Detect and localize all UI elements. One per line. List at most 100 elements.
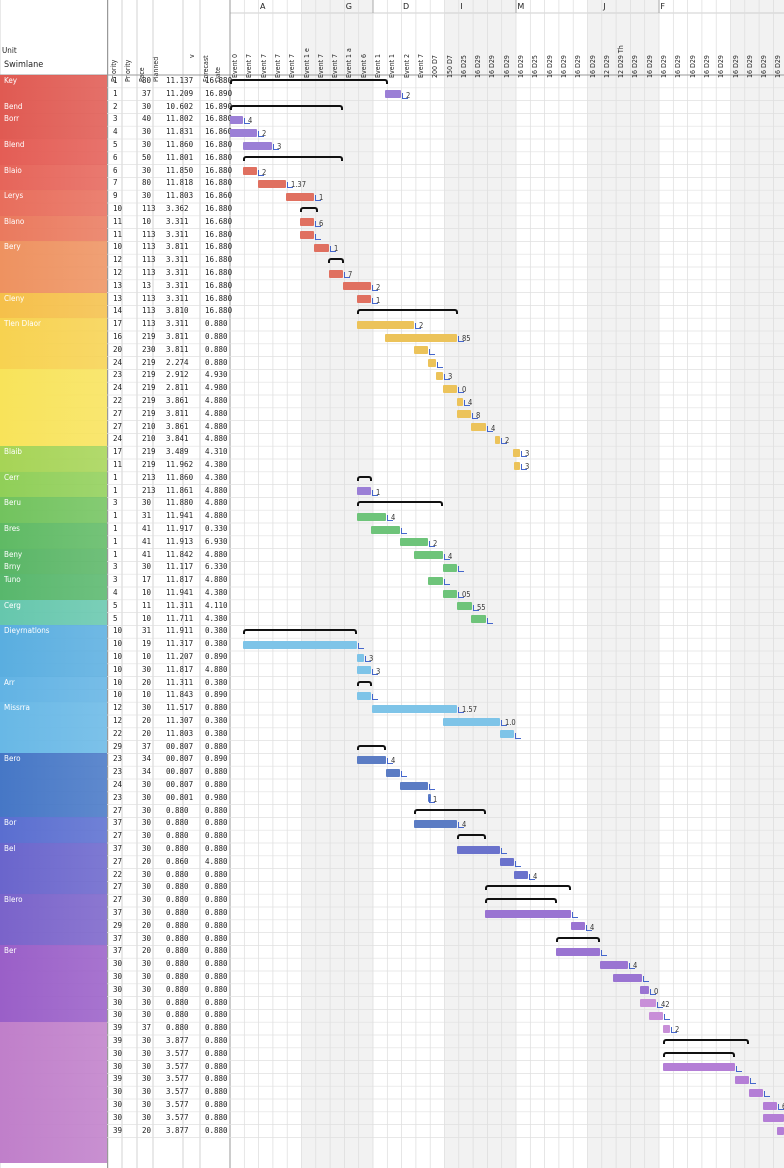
row-cell[interactable]: 27 [113,856,123,866]
row-cell[interactable]: 7 [113,178,118,188]
timeline-date-label[interactable]: Event 7 [288,53,297,78]
row-cell[interactable]: 4.980 [205,383,228,393]
row-cell[interactable]: 4.880 [205,421,228,431]
task-bar[interactable] [649,1011,663,1020]
row-cell[interactable]: 10 [113,652,123,661]
row-cell[interactable]: 5 [113,600,118,610]
swimlane-group[interactable]: Beny [0,548,107,562]
row-cell[interactable]: 40 [142,114,152,124]
row-cell[interactable]: 0.880 [166,959,189,969]
row-cell[interactable]: 219 [142,396,156,405]
timeline-date-label[interactable]: Event 1 [388,53,397,78]
row-cell[interactable]: 10 [113,664,123,674]
row-cell[interactable]: 0.880 [205,908,228,917]
row-cell[interactable]: 34 [142,754,152,764]
row-cell[interactable]: 0.860 [166,856,189,866]
task-bar[interactable] [414,819,457,828]
row-cell[interactable]: 3.362 [166,204,189,213]
row-cell[interactable]: 3.577 [166,1074,189,1084]
row-cell[interactable]: 0.880 [205,319,228,329]
row-cell[interactable]: 11.917 [166,524,194,533]
row-cell[interactable]: 30 [142,703,152,713]
row-cell[interactable]: 16.880 [205,242,233,252]
row-cell[interactable]: 41 [142,536,152,546]
row-cell[interactable]: 16.880 [205,268,233,277]
row-cell[interactable]: 0.880 [205,767,228,777]
task-bar[interactable] [485,909,571,918]
summary-bracket[interactable] [485,885,571,891]
task-bar[interactable] [372,704,457,713]
task-bar[interactable] [230,128,257,137]
summary-bracket[interactable] [663,1039,749,1044]
row-cell[interactable]: 11.843 [166,690,194,700]
row-cell[interactable]: 20 [142,1125,152,1135]
row-cell[interactable]: 0.880 [205,344,228,354]
row-cell[interactable]: 3 [113,498,118,508]
task-bar[interactable] [230,115,243,124]
task-bar[interactable] [258,179,286,188]
row-cell[interactable]: 230 [142,344,156,354]
row-cell[interactable]: 0.880 [205,1023,228,1033]
row-cell[interactable]: 27 [113,895,123,905]
row-cell[interactable]: 10.602 [166,101,194,111]
row-cell[interactable]: 0.880 [205,780,228,789]
row-cell[interactable]: 213 [142,472,156,482]
summary-bracket[interactable] [230,79,388,84]
row-cell[interactable]: 30 [113,1112,123,1122]
row-cell[interactable]: 0.880 [205,882,228,892]
row-cell[interactable]: 0.880 [205,703,228,713]
row-cell[interactable]: 113 [142,229,156,239]
task-bar[interactable] [314,243,329,252]
timeline-date-label[interactable]: 16 D29 [502,55,511,78]
row-cell[interactable]: 0.880 [205,1061,228,1071]
row-cell[interactable]: 4.880 [205,575,228,585]
row-cell[interactable]: 00.807 [166,741,194,751]
row-cell[interactable]: 6 [113,165,118,175]
column-letter[interactable]: F [660,2,665,11]
row-cell[interactable]: 24 [113,434,123,444]
row-cell[interactable]: 37 [113,946,123,956]
row-cell[interactable]: 30 [113,997,123,1007]
row-cell[interactable]: 30 [142,805,152,815]
row-cell[interactable]: 0.880 [205,844,228,853]
row-cell[interactable]: 113 [142,204,156,213]
row-cell[interactable]: 219 [142,357,156,367]
row-cell[interactable]: 11.842 [166,549,194,559]
row-cell[interactable]: 16.880 [205,204,233,213]
row-cell[interactable]: 16.890 [205,88,233,98]
swimlane-group[interactable]: Dieyrnatlons [0,625,107,677]
row-cell[interactable]: 20 [142,920,152,930]
row-cell[interactable]: 11.209 [166,88,194,98]
task-bar[interactable] [357,295,371,304]
task-bar[interactable] [400,781,428,790]
row-cell[interactable]: 113 [142,242,156,252]
row-cell[interactable]: 19 [142,639,152,649]
timeline-date-label[interactable]: 16 D29 [760,55,769,78]
row-cell[interactable]: 10 [113,690,123,700]
row-cell[interactable]: 4.380 [205,472,228,482]
timeline-date-label[interactable]: 16 D29 [517,55,525,78]
row-cell[interactable]: 12 [113,255,123,265]
swimlane-group[interactable]: Beru [0,497,107,523]
row-cell[interactable]: 11.880 [166,498,194,508]
row-cell[interactable]: 219 [142,370,156,380]
timeline-date-label[interactable]: Event 7 [316,53,325,78]
row-cell[interactable]: 11.117 [166,562,194,572]
swimlane-group[interactable]: Ber [0,945,107,1023]
task-bar[interactable] [385,90,401,99]
task-bar[interactable] [749,1088,763,1097]
row-cell[interactable]: 29 [113,741,123,751]
row-cell[interactable]: 11.860 [166,140,194,149]
row-cell[interactable]: 80 [142,76,152,85]
row-cell[interactable]: 11.517 [166,703,194,713]
column-letter[interactable]: J [602,2,605,11]
row-cell[interactable]: 12 [113,716,123,725]
row-cell[interactable]: 0.880 [166,920,189,930]
timeline-date-label[interactable]: Event 1 [374,53,382,78]
row-cell[interactable]: 37 [142,741,152,751]
row-cell[interactable]: 27 [113,805,123,815]
row-cell[interactable]: 113 [142,319,156,329]
row-cell[interactable]: 4.880 [205,511,228,521]
row-cell[interactable]: 30 [113,1087,123,1097]
row-cell[interactable]: 5 [113,613,118,623]
